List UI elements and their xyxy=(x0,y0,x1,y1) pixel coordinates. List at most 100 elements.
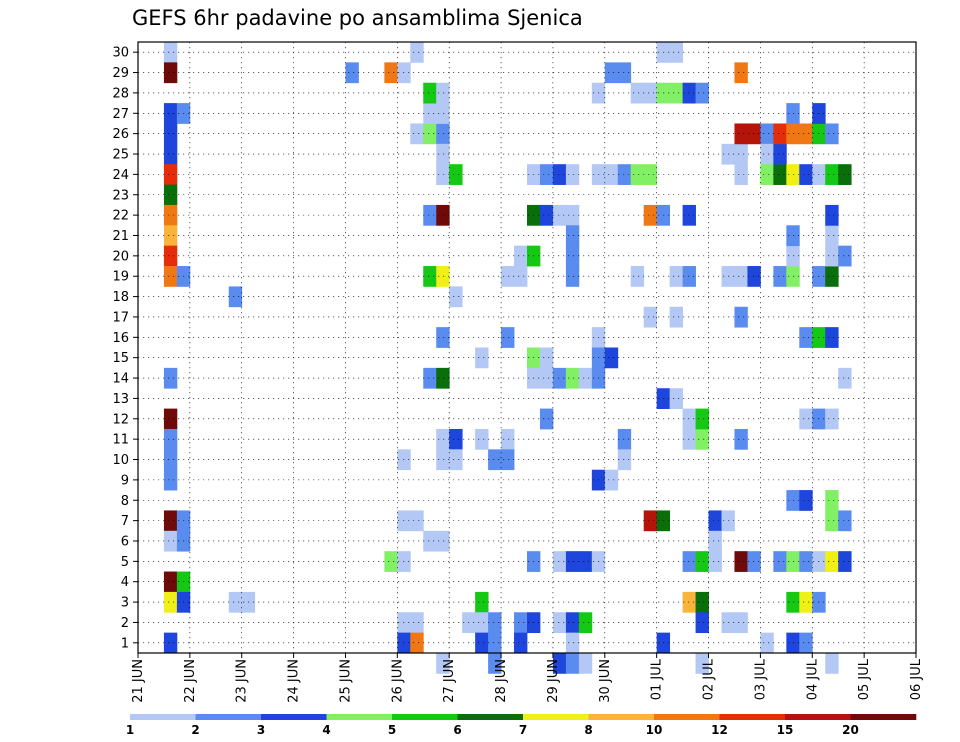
precip-cell xyxy=(436,653,450,674)
y-tick-label: 7 xyxy=(121,514,129,529)
precip-cell xyxy=(436,123,450,145)
precip-cell xyxy=(565,266,580,287)
precip-cell xyxy=(163,245,178,267)
precip-cell xyxy=(423,82,437,104)
y-tick-label: 27 xyxy=(112,107,129,122)
precip-cell xyxy=(708,510,722,532)
precip-cell xyxy=(760,632,774,654)
colorbar-swatch xyxy=(588,714,655,720)
x-tick-label: 05 JUL xyxy=(857,658,872,700)
y-tick-label: 17 xyxy=(112,310,129,325)
x-tick-label: 29 JUN xyxy=(546,659,561,703)
precip-cell xyxy=(617,62,632,84)
precip-cell xyxy=(838,510,852,532)
precip-cell xyxy=(734,428,748,450)
precip-cell xyxy=(539,408,554,430)
precip-cell xyxy=(163,103,178,124)
precip-cell xyxy=(669,266,683,287)
precip-cell xyxy=(163,184,178,206)
precip-cell xyxy=(488,449,502,471)
precip-cell xyxy=(228,591,243,613)
precip-cell xyxy=(669,42,683,63)
precip-cell xyxy=(501,327,515,348)
precip-cell xyxy=(760,164,774,185)
precip-cell xyxy=(565,204,580,226)
precip-cell xyxy=(708,551,722,572)
colorbar-label: 2 xyxy=(191,723,199,737)
colorbar-label: 5 xyxy=(388,723,396,737)
precip-cell xyxy=(825,245,839,267)
precip-cell xyxy=(228,286,243,308)
colorbar-label: 10 xyxy=(646,723,663,737)
precip-cell xyxy=(552,164,567,185)
precip-cell xyxy=(799,164,813,185)
precip-cell xyxy=(734,62,748,84)
precip-cell xyxy=(501,428,515,450)
colorbar-label: 4 xyxy=(322,723,330,737)
y-axis-ticks: 1234567891011121314151617181920212223242… xyxy=(112,46,138,651)
precip-cell xyxy=(423,530,437,552)
precip-cell xyxy=(682,428,696,450)
precip-cell xyxy=(682,266,696,287)
precip-cell xyxy=(565,612,580,634)
x-tick-label: 01 JUL xyxy=(650,658,665,700)
precip-cell xyxy=(682,551,696,572)
precip-cell xyxy=(423,367,437,389)
precip-cell xyxy=(163,530,178,552)
precip-cell xyxy=(501,266,515,287)
precip-cell xyxy=(423,204,437,226)
precip-cell xyxy=(436,103,450,124)
precip-cell xyxy=(552,612,567,634)
precip-cell xyxy=(825,123,839,145)
precip-cell xyxy=(708,530,722,552)
y-tick-label: 11 xyxy=(112,433,129,448)
precip-cell xyxy=(825,327,839,348)
precip-cell xyxy=(773,164,787,185)
precip-cell xyxy=(578,653,593,674)
precip-cell xyxy=(825,510,839,532)
y-tick-label: 9 xyxy=(121,473,129,488)
precip-cell xyxy=(514,266,528,287)
precip-cell xyxy=(436,367,450,389)
precip-cell xyxy=(436,327,450,348)
precip-cell xyxy=(578,612,593,634)
colorbar-label: 7 xyxy=(519,723,527,737)
colorbar-swatch xyxy=(130,714,196,720)
x-tick-label: 30 JUN xyxy=(598,659,613,703)
precip-cell xyxy=(410,510,424,532)
precip-cell xyxy=(501,449,515,471)
precip-cell xyxy=(475,612,489,634)
precip-cell xyxy=(734,123,748,145)
precip-cell xyxy=(604,164,619,185)
precip-cell xyxy=(163,510,178,532)
precip-cell xyxy=(163,225,178,247)
x-tick-label: 22 JUN xyxy=(183,659,198,703)
precip-cell xyxy=(163,591,178,613)
precip-cell xyxy=(617,164,632,185)
y-tick-label: 28 xyxy=(112,86,129,101)
y-tick-label: 29 xyxy=(112,66,129,81)
precip-cell xyxy=(669,82,683,104)
precip-cell xyxy=(734,612,748,634)
precip-cell xyxy=(760,143,774,165)
precip-cell xyxy=(825,490,839,511)
precip-cell xyxy=(436,428,450,450)
x-tick-label: 06 JUL xyxy=(909,658,924,700)
precip-cell xyxy=(825,653,839,674)
y-tick-label: 19 xyxy=(112,270,129,285)
precip-cell xyxy=(799,591,813,613)
precip-cell xyxy=(799,327,813,348)
colorbar-label: 3 xyxy=(257,723,265,737)
precip-cell xyxy=(384,551,398,572)
y-tick-label: 1 xyxy=(121,636,129,651)
precip-cell xyxy=(760,123,774,145)
colorbar-label: 15 xyxy=(777,723,794,737)
precip-cell xyxy=(734,551,748,572)
precip-cell xyxy=(384,62,398,84)
precip-cell xyxy=(423,266,437,287)
precip-cell xyxy=(436,204,450,226)
colorbar: 1 2 3 4 5 6 7 8 10 12 15 20 xyxy=(126,714,917,737)
colorbar-swatch xyxy=(654,714,720,720)
ensemble-cells xyxy=(163,42,852,674)
colorbar-label: 12 xyxy=(711,723,728,737)
